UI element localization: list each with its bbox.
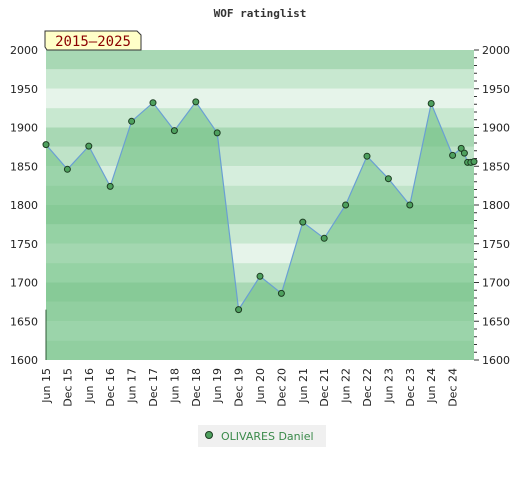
y-tick-labels-right: 1600 1650 1700 1750 1800 1850 1900 1950 2000 xyxy=(482,44,510,367)
legend-marker xyxy=(205,431,213,439)
background-band xyxy=(46,88,474,109)
data-point xyxy=(85,142,93,150)
y-tick-label: 1800 xyxy=(10,199,38,212)
x-tick-label: Dec 22 xyxy=(361,368,374,407)
x-tick-labels: Jun 15 Dec 15 Jun 16 Dec 16 Jun 17 Dec 17 Jun … xyxy=(40,368,460,407)
data-point xyxy=(320,234,328,242)
background-band xyxy=(46,50,474,70)
y-tick-label: 1850 xyxy=(10,160,38,173)
y-tick-label: 1650 xyxy=(482,315,510,328)
x-tick-label: Jun 23 xyxy=(382,368,395,404)
y-tick-label: 1650 xyxy=(10,315,38,328)
data-point xyxy=(470,158,478,166)
data-point xyxy=(170,127,178,135)
x-tick-label: Dec 19 xyxy=(233,368,246,407)
y-tick-label: 1600 xyxy=(482,354,510,367)
x-tick-label: Jun 19 xyxy=(211,368,224,404)
x-tick-label: Dec 16 xyxy=(104,368,117,407)
x-tick-label: Dec 21 xyxy=(318,368,331,407)
data-point xyxy=(363,152,371,160)
data-point xyxy=(192,98,200,106)
y-tick-label: 1850 xyxy=(482,160,510,173)
data-point xyxy=(235,306,243,314)
data-point xyxy=(149,99,157,107)
data-point xyxy=(256,272,264,280)
data-point xyxy=(342,201,350,209)
y-tick-label: 1950 xyxy=(10,83,38,96)
background-band xyxy=(46,108,474,128)
x-tick-label: Jun 18 xyxy=(168,368,181,404)
data-point xyxy=(128,117,136,125)
background-band xyxy=(46,127,474,147)
data-point xyxy=(384,175,392,183)
badge-text: 2015–2025 xyxy=(55,34,131,50)
background-band xyxy=(46,69,474,89)
y-tick-label: 1700 xyxy=(10,277,38,290)
data-point xyxy=(106,182,114,190)
x-tick-label: Jun 21 xyxy=(297,368,310,404)
data-point xyxy=(63,165,71,173)
legend-entry-olivares: OLIVARES Daniel xyxy=(221,430,314,443)
data-point xyxy=(42,141,50,149)
rating-area-fill xyxy=(46,101,474,361)
y-tick-label: 1600 xyxy=(10,354,38,367)
x-tick-label: Jun 16 xyxy=(83,368,96,404)
y-tick-label: 1700 xyxy=(482,277,510,290)
legend: OLIVARES Daniel xyxy=(198,425,326,447)
y-tick-label: 2000 xyxy=(482,44,510,57)
data-point xyxy=(406,201,414,209)
x-tick-label: Dec 17 xyxy=(147,368,160,407)
x-tick-label: Dec 20 xyxy=(275,368,288,407)
x-tick-label: Dec 15 xyxy=(61,368,74,407)
x-tick-label: Dec 23 xyxy=(404,368,417,407)
y-tick-label: 1900 xyxy=(10,122,38,135)
data-point xyxy=(460,149,468,157)
data-points xyxy=(42,98,478,314)
data-point xyxy=(277,289,285,297)
data-point xyxy=(449,151,457,159)
x-tick-label: Jun 22 xyxy=(340,368,353,404)
y-tick-label: 1750 xyxy=(10,238,38,251)
y-tick-label: 1950 xyxy=(482,83,510,96)
data-point xyxy=(457,144,465,152)
data-point xyxy=(213,129,221,137)
y-tick-label: 1750 xyxy=(482,238,510,251)
date-range-badge: 2015–2025 xyxy=(44,30,142,51)
background-band xyxy=(46,146,474,167)
data-point xyxy=(427,100,435,107)
x-tick-label: Jun 15 xyxy=(40,368,53,404)
x-tick-label: Jun 24 xyxy=(425,368,438,404)
x-tick-label: Dec 24 xyxy=(447,368,460,407)
x-tick-label: Jun 20 xyxy=(254,368,267,404)
y-tick-labels-left: 1600 1650 1700 1750 1800 1850 1900 1950 2000 xyxy=(10,44,38,367)
badge-background xyxy=(44,30,142,51)
y-tick-label: 2000 xyxy=(10,44,38,57)
y-tick-label: 1900 xyxy=(482,122,510,135)
y-tick-label: 1800 xyxy=(482,199,510,212)
data-point xyxy=(299,218,307,226)
legend-background xyxy=(198,425,326,447)
chart-title: WOF ratinglist xyxy=(214,7,307,20)
x-tick-label: Jun 17 xyxy=(126,368,139,404)
background-band xyxy=(46,166,474,186)
right-axis-minor-ticks xyxy=(474,49,479,361)
x-tick-label: Dec 18 xyxy=(190,368,203,407)
